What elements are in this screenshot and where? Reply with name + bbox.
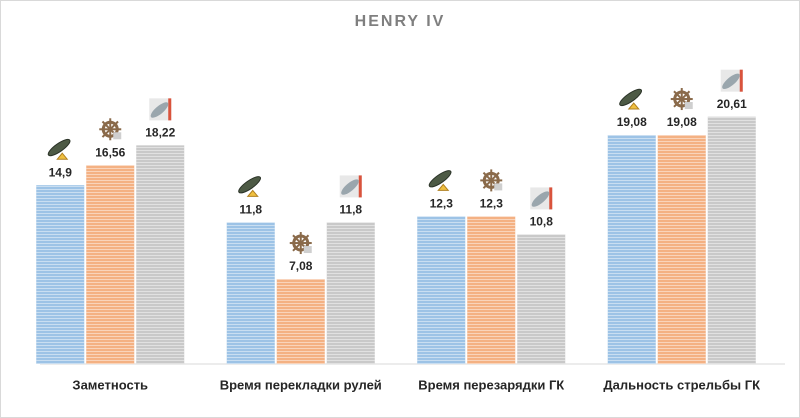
icon-part	[292, 234, 302, 244]
bar-stripe	[417, 216, 466, 364]
icon-part	[490, 171, 500, 182]
bar-stripe	[86, 165, 135, 364]
series-icon	[428, 170, 452, 191]
value-label: 7,08	[289, 259, 313, 273]
bar-stripe	[36, 185, 85, 364]
icon-part	[681, 90, 691, 100]
bar-stripe	[276, 279, 325, 364]
x-tick-label: Время перекладки рулей	[220, 377, 382, 392]
value-label: 14,9	[49, 165, 73, 179]
series-icon	[238, 176, 261, 197]
value-label: 18,22	[145, 126, 175, 140]
bar-stripe	[226, 222, 275, 364]
bar-stripe	[707, 116, 756, 365]
icon-part	[246, 189, 259, 197]
icon-part	[341, 179, 359, 195]
icon-part	[494, 183, 503, 191]
icon-part	[482, 179, 492, 189]
icon-part	[238, 176, 261, 194]
series-icon	[530, 187, 553, 210]
value-label: 10,8	[530, 215, 554, 229]
icon-part	[428, 170, 452, 188]
icon-part	[482, 171, 492, 182]
icon-part	[722, 73, 740, 90]
series-icon	[289, 232, 312, 255]
x-tick-label: Дальность стрельбы ГК	[603, 377, 760, 392]
chart-title: HENRY IV	[355, 13, 446, 30]
bar-stripe	[326, 222, 375, 364]
icon-part	[673, 90, 683, 100]
bar-stripe	[136, 145, 185, 364]
value-label: 19,08	[617, 115, 647, 129]
x-tick-label: Заметность	[72, 377, 148, 392]
series-icon	[339, 175, 362, 198]
bar-stripe	[467, 216, 516, 364]
icon-part	[437, 183, 450, 191]
icon-part	[303, 246, 312, 254]
icon-part	[101, 120, 111, 130]
icon-part	[358, 175, 362, 198]
value-label: 20,61	[717, 97, 747, 111]
series-icon	[619, 88, 642, 110]
icon-part	[739, 69, 743, 92]
bar-stripe	[517, 234, 566, 364]
icon-part	[549, 187, 553, 210]
icon-part	[673, 98, 683, 108]
icon-part	[109, 120, 119, 130]
value-label: 16,56	[95, 145, 125, 159]
icon-part	[56, 152, 69, 160]
value-label: 12,3	[480, 197, 504, 211]
icon-part	[619, 88, 642, 107]
value-label: 19,08	[667, 115, 697, 129]
icon-part	[113, 132, 122, 140]
value-label: 11,8	[239, 203, 262, 217]
icon-part	[531, 191, 550, 207]
icon-part	[168, 98, 172, 121]
x-tick-label: Время перезарядки ГК	[418, 377, 564, 392]
icon-part	[300, 234, 310, 244]
bar-stripe	[657, 135, 706, 364]
icon-part	[627, 102, 640, 110]
icon-part	[47, 138, 71, 157]
series-icon	[47, 138, 71, 160]
series-icon	[720, 69, 743, 92]
series-icon	[149, 98, 172, 121]
series-icon	[480, 169, 503, 192]
icon-part	[150, 102, 169, 118]
series-icon	[99, 118, 122, 141]
bar-stripe	[607, 135, 656, 364]
icon-part	[292, 242, 302, 252]
series-icon	[670, 88, 693, 111]
icon-part	[684, 102, 693, 110]
value-label: 12,3	[430, 197, 454, 211]
icon-part	[101, 128, 111, 138]
value-label: 11,8	[339, 203, 362, 217]
